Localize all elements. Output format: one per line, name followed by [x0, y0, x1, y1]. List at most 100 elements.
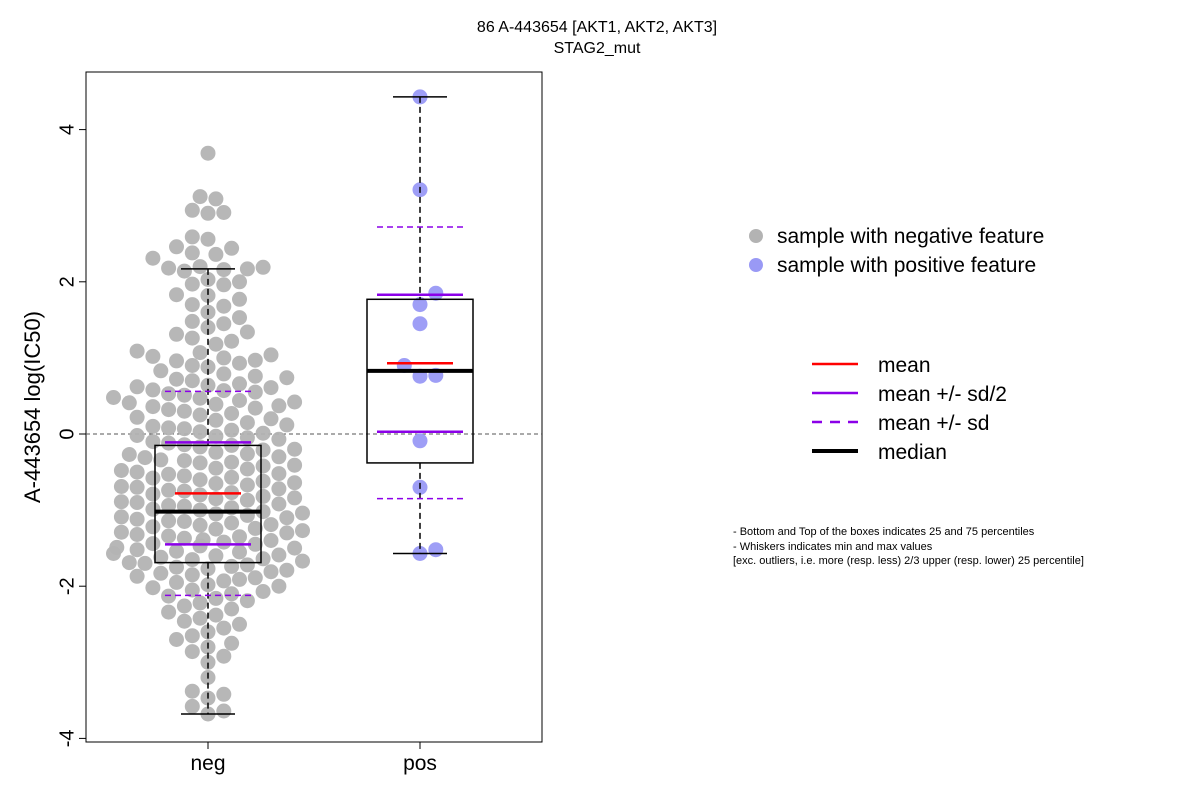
note-line-3: [exc. outliers, i.e. more (resp. less) 2…: [733, 555, 1084, 567]
data-point-neg: [208, 337, 223, 352]
data-point-neg: [232, 356, 247, 371]
data-point-neg: [145, 519, 160, 534]
data-point-neg: [185, 552, 200, 567]
data-point-neg: [216, 649, 231, 664]
data-point-neg: [169, 372, 184, 387]
data-point-neg: [145, 434, 160, 449]
data-point-neg: [177, 388, 192, 403]
data-point-neg: [185, 684, 200, 699]
data-point-neg: [161, 589, 176, 604]
data-point-neg: [248, 369, 263, 384]
data-point-neg: [240, 462, 255, 477]
data-point-neg: [122, 395, 137, 410]
data-point-neg: [153, 363, 168, 378]
data-point-neg: [224, 455, 239, 470]
data-point-neg: [232, 292, 247, 307]
data-point-neg: [177, 404, 192, 419]
data-point-neg: [114, 525, 129, 540]
data-point-neg: [287, 475, 302, 490]
data-point-neg: [208, 445, 223, 460]
data-point-neg: [193, 487, 208, 502]
data-point-neg: [248, 353, 263, 368]
data-point-neg: [169, 632, 184, 647]
data-point-neg: [271, 497, 286, 512]
data-point-neg: [145, 251, 160, 266]
data-point-neg: [240, 325, 255, 340]
legend-point-label: sample with negative feature: [777, 225, 1044, 248]
data-point-neg: [161, 513, 176, 528]
data-point-neg: [216, 205, 231, 220]
data-point-neg: [224, 241, 239, 256]
data-point-neg: [161, 605, 176, 620]
data-point-neg: [161, 261, 176, 276]
data-point-neg: [130, 344, 145, 359]
data-point-neg: [193, 259, 208, 274]
data-point-neg: [287, 541, 302, 556]
data-point-neg: [224, 636, 239, 651]
data-point-neg: [208, 506, 223, 521]
y-tick-label: -2: [56, 577, 78, 595]
data-point-neg: [232, 376, 247, 391]
data-point-neg: [201, 232, 216, 247]
data-point-neg: [232, 274, 247, 289]
data-point-neg: [185, 699, 200, 714]
data-point-neg: [169, 353, 184, 368]
data-point-neg: [193, 408, 208, 423]
data-point-pos: [413, 433, 428, 448]
data-point-neg: [224, 334, 239, 349]
data-point-neg: [130, 527, 145, 542]
note-line-1: - Bottom and Top of the boxes indicates …: [733, 526, 1034, 538]
data-point-neg: [232, 393, 247, 408]
data-point-neg: [109, 540, 124, 555]
data-point-neg: [177, 264, 192, 279]
data-point-neg: [177, 453, 192, 468]
data-point-neg: [145, 487, 160, 502]
data-point-neg: [208, 461, 223, 476]
data-point-neg: [185, 331, 200, 346]
data-point-neg: [145, 502, 160, 517]
data-point-neg: [287, 395, 302, 410]
data-point-neg: [256, 551, 271, 566]
data-point-neg: [208, 413, 223, 428]
data-point-neg: [185, 277, 200, 292]
data-point-neg: [208, 591, 223, 606]
data-point-neg: [264, 517, 279, 532]
legend-point-label: sample with positive feature: [777, 254, 1036, 277]
data-point-neg: [271, 579, 286, 594]
data-point-neg: [208, 522, 223, 537]
data-point-neg: [193, 424, 208, 439]
data-point-neg: [114, 509, 129, 524]
data-point-neg: [145, 382, 160, 397]
data-point-neg: [161, 386, 176, 401]
data-point-neg: [287, 490, 302, 505]
data-point-neg: [279, 417, 294, 432]
data-point-neg: [161, 483, 176, 498]
data-point-neg: [224, 602, 239, 617]
data-point-neg: [216, 687, 231, 702]
data-point-neg: [240, 446, 255, 461]
data-point-neg: [193, 518, 208, 533]
data-point-neg: [130, 512, 145, 527]
data-point-neg: [177, 421, 192, 436]
data-point-neg: [271, 432, 286, 447]
data-point-neg: [256, 459, 271, 474]
data-point-neg: [185, 358, 200, 373]
data-point-neg: [114, 494, 129, 509]
data-point-neg: [161, 402, 176, 417]
data-point-neg: [185, 628, 200, 643]
data-point-neg: [185, 245, 200, 260]
data-point-neg: [216, 350, 231, 365]
data-point-neg: [193, 345, 208, 360]
data-point-neg: [224, 516, 239, 531]
data-point-neg: [193, 189, 208, 204]
legend-line-label: mean +/- sd: [878, 412, 989, 435]
data-point-neg: [256, 260, 271, 275]
data-point-neg: [256, 426, 271, 441]
data-point-neg: [232, 529, 247, 544]
data-point-neg: [271, 548, 286, 563]
data-point-neg: [216, 573, 231, 588]
data-point-neg: [145, 419, 160, 434]
data-point-pos: [428, 286, 443, 301]
data-point-neg: [169, 327, 184, 342]
